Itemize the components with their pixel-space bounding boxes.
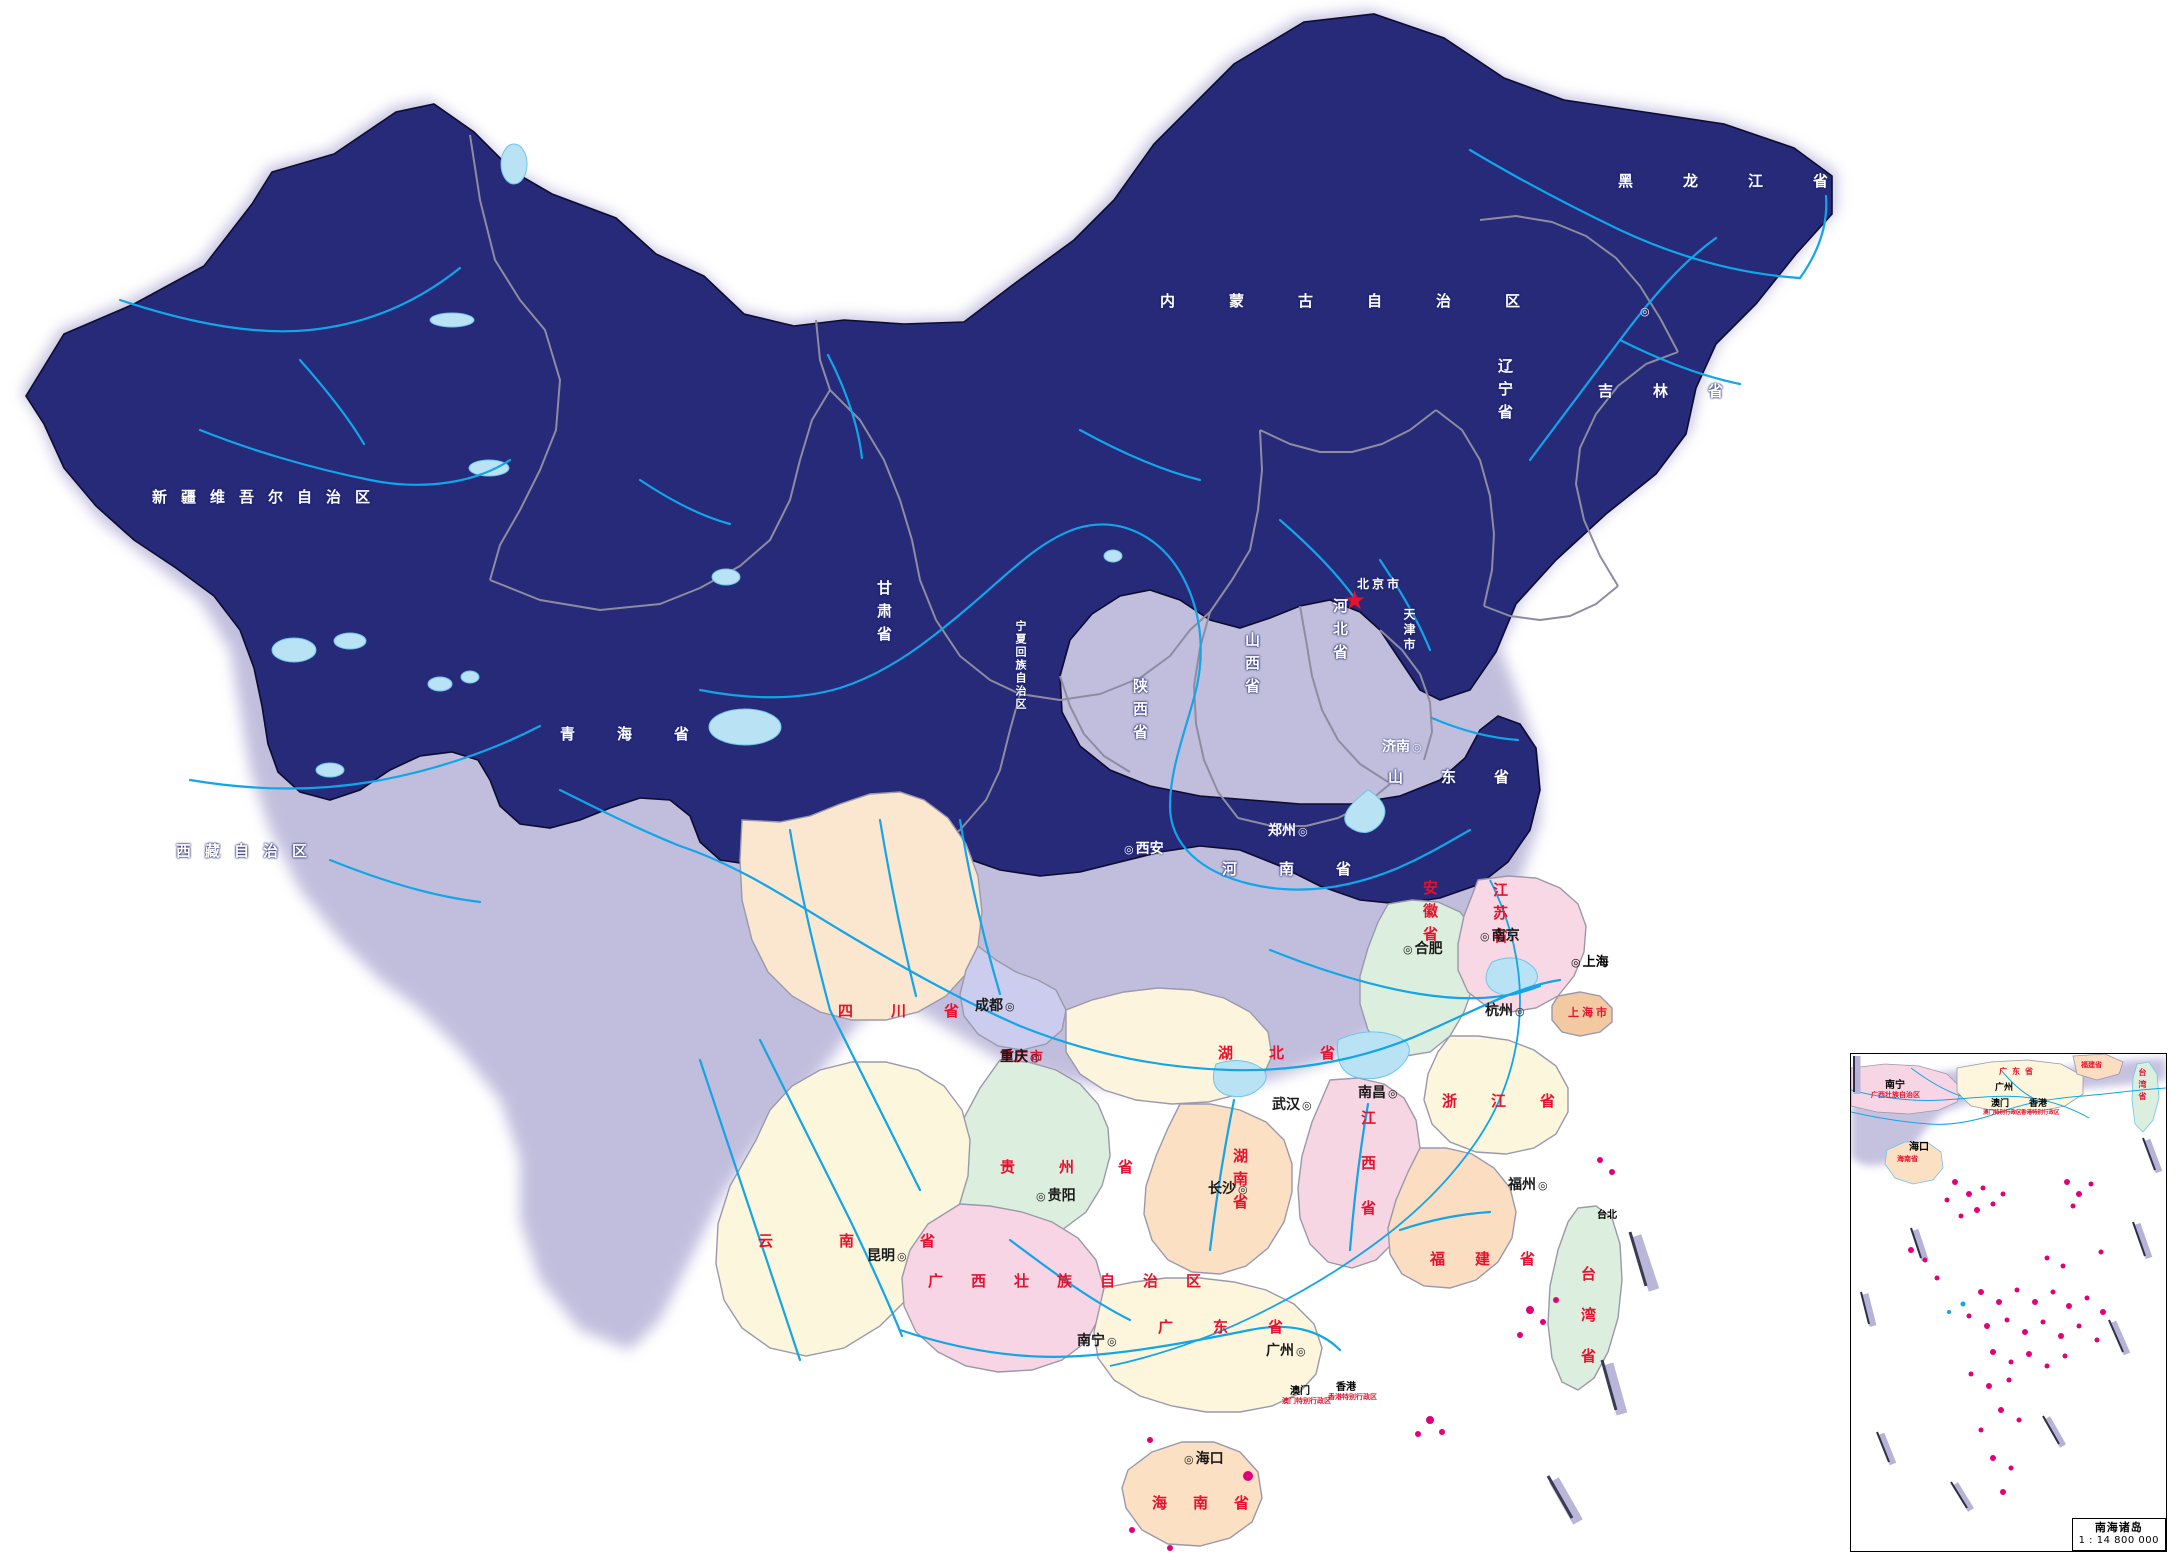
lake-ordos xyxy=(1103,549,1123,563)
inset-rivers xyxy=(1851,1067,2090,1119)
lake-ebinur xyxy=(429,312,475,328)
inset-scale-value: 1 : 14 800 000 xyxy=(2078,1534,2159,1546)
lake-tibet-d xyxy=(460,670,480,684)
lake-north-xinjiang xyxy=(500,143,528,185)
inset-vector-canvas xyxy=(1851,1054,2166,1551)
lake-qinghai xyxy=(708,708,782,746)
highlighted-region-group xyxy=(25,13,1833,905)
coastline-detail xyxy=(1109,879,1521,1367)
lake-tibet-b xyxy=(333,632,367,650)
province-taiwan xyxy=(1547,1205,1623,1391)
inset-nine-dash-halo xyxy=(1853,1056,2163,1512)
inset-province-guangdong xyxy=(1956,1059,2084,1113)
inset-province-hainan xyxy=(1884,1141,1944,1185)
province-hainan xyxy=(1121,1441,1263,1547)
province-anhui xyxy=(1359,899,1479,1057)
highlight-region-north xyxy=(25,13,1833,905)
lake-tibet-a xyxy=(271,637,317,663)
inset-province-fujian xyxy=(2072,1054,2124,1081)
lake-lop xyxy=(468,459,510,477)
lake-tibet-e xyxy=(315,762,345,778)
province-guangxi xyxy=(901,1203,1105,1373)
rivers-group xyxy=(118,148,1828,1362)
lake-poyang xyxy=(1336,1031,1410,1080)
province-chongqing xyxy=(959,944,1067,1051)
lake-shandong-a xyxy=(1344,789,1386,833)
province-shanghai xyxy=(1551,991,1613,1037)
province-zhejiang xyxy=(1423,1035,1569,1155)
nine-dash-line-marks-dark xyxy=(1546,1231,1648,1519)
province-fujian xyxy=(1387,1147,1517,1289)
inset-coastline xyxy=(1851,1087,2166,1125)
inset-map-south-china-sea: 南宁 广西壮族自治区 广东省 广州 澳门 香港 澳门特别行政区 香港特别行政区 … xyxy=(1850,1053,2167,1552)
inset-scale-box: 南海诸岛 1 : 14 800 000 xyxy=(2071,1517,2166,1551)
inset-reef-markers-blue xyxy=(1947,1301,1966,1314)
inset-nine-dash-line xyxy=(1853,1056,2156,1509)
nine-dash-line-marks xyxy=(1549,1234,1660,1525)
inset-province-taiwan xyxy=(2131,1061,2160,1133)
lake-tibet-c xyxy=(427,676,453,692)
inset-province-guangxi xyxy=(1851,1063,1962,1115)
inset-scale-title: 南海诸岛 xyxy=(2094,1520,2143,1534)
lake-gansu-a xyxy=(711,568,741,586)
inset-island-markers xyxy=(1908,1179,2106,1495)
south-sea-islands-main xyxy=(1129,1157,1615,1551)
